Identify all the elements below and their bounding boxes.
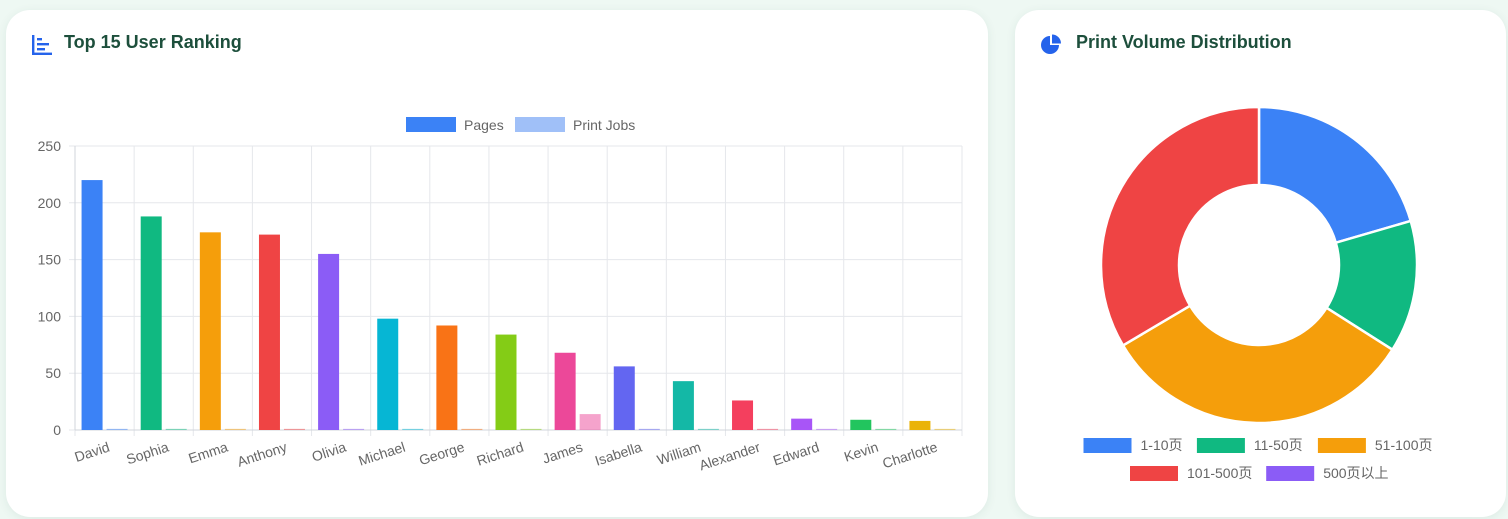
bar-print-jobs <box>461 428 483 430</box>
x-tick-label: James <box>540 439 584 467</box>
legend-label: Print Jobs <box>573 117 635 133</box>
legend-label: 51-100页 <box>1375 437 1433 453</box>
legend-swatch <box>1196 438 1245 453</box>
pie-chart-icon <box>1041 34 1061 54</box>
legend-label: 1-10页 <box>1141 437 1183 453</box>
bar-pages <box>732 400 754 430</box>
doughnut-legend: 1-10页 11-50页 51-100页 101-500页 500页以上 <box>1083 437 1433 481</box>
bar-pages <box>791 418 813 430</box>
legend-swatch <box>406 117 456 132</box>
legend-label: 101-500页 <box>1187 465 1252 481</box>
doughnut-slice <box>1121 304 1395 425</box>
x-tick-label: Anthony <box>235 439 289 470</box>
x-tick-label: Kevin <box>842 439 880 465</box>
bar-pages <box>554 352 576 430</box>
x-tick-label: Sophia <box>124 439 171 468</box>
bar-print-jobs <box>165 428 187 430</box>
ranking-card: Top 15 User Ranking 0 50 100 150 200 250 David… <box>6 10 988 517</box>
print-volume-doughnut-chart: 1-10页 11-50页 51-100页 101-500页 500页以上 <box>1083 105 1433 481</box>
x-tick-label: Michael <box>356 439 407 469</box>
legend-swatch <box>515 117 565 132</box>
bar-pages <box>909 420 931 430</box>
legend-swatch <box>1130 466 1178 481</box>
y-tick-label: 0 <box>53 422 61 438</box>
x-tick-label: Edward <box>771 439 821 469</box>
legend-label: Pages <box>464 117 504 133</box>
x-tick-label: David <box>73 439 112 465</box>
x-tick-label: Richard <box>475 439 526 469</box>
distribution-title: Print Volume Distribution <box>1076 32 1292 52</box>
x-tick-label: Emma <box>186 439 230 467</box>
bar-chart-icon <box>32 35 52 55</box>
grid-lines <box>69 145 963 436</box>
bar-print-jobs <box>520 428 542 430</box>
bar-print-jobs <box>757 428 779 430</box>
bar-print-jobs <box>579 414 601 430</box>
bar-pages <box>258 234 280 430</box>
bar-print-jobs <box>402 428 424 430</box>
legend-label: 11-50页 <box>1254 437 1303 453</box>
bar-print-jobs <box>638 428 660 430</box>
bar-pages <box>81 180 103 430</box>
bar-legend: Pages Print Jobs <box>406 117 635 133</box>
bar-pages <box>436 325 458 430</box>
y-tick-label: 150 <box>38 252 62 268</box>
bar-pages <box>199 232 221 430</box>
user-ranking-bar-chart: 0 50 100 150 200 250 David Sophia Emma Anthony Oli… <box>38 117 963 474</box>
bar-pages <box>850 419 872 430</box>
y-tick-label: 200 <box>38 195 62 211</box>
legend-swatch <box>1083 438 1132 453</box>
doughnut-slice <box>1257 105 1413 245</box>
bar-print-jobs <box>343 428 365 430</box>
y-tick-label: 50 <box>45 365 61 381</box>
bar-print-jobs <box>875 428 897 430</box>
legend-swatch <box>1266 466 1315 481</box>
bar-print-jobs <box>934 428 956 430</box>
bar-pages <box>318 253 340 430</box>
x-tick-label: William <box>655 439 703 468</box>
bar-print-jobs <box>224 428 246 430</box>
legend-label: 500页以上 <box>1323 465 1388 481</box>
x-tick-label: Alexander <box>697 439 762 474</box>
x-tick-label: Olivia <box>310 439 348 465</box>
y-tick-label: 100 <box>38 308 62 324</box>
bar-print-jobs <box>283 428 305 430</box>
legend-swatch <box>1317 438 1366 453</box>
bar-pages <box>672 381 694 430</box>
bar-pages <box>613 366 635 430</box>
bar-print-jobs <box>816 428 838 430</box>
x-tick-label: Charlotte <box>880 439 939 472</box>
x-tick-label: Isabella <box>593 439 644 469</box>
doughnut-slice <box>1099 105 1261 348</box>
ranking-title: Top 15 User Ranking <box>64 32 242 52</box>
x-tick-label: George <box>417 439 467 469</box>
y-tick-label: 250 <box>38 138 62 154</box>
bar-print-jobs <box>697 428 719 430</box>
bar-pages <box>140 216 162 430</box>
bar-pages <box>377 318 399 430</box>
bar-pages <box>495 334 517 430</box>
bar-print-jobs <box>106 428 128 430</box>
distribution-card: Print Volume Distribution 1-10页 11-50页 51-… <box>1015 10 1506 517</box>
